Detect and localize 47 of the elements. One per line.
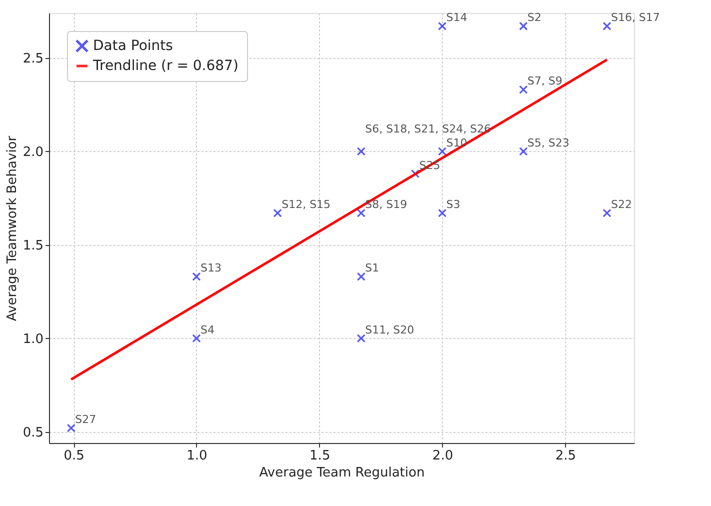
annotation: S4 [200, 323, 214, 336]
point [519, 22, 528, 30]
y-axis-title: Average Teamwork Behavior [4, 135, 20, 322]
legend-label: Data Points [93, 38, 173, 54]
point [192, 272, 201, 281]
point [192, 334, 201, 343]
x-tick-label: 0.5 [64, 448, 84, 464]
point [519, 147, 528, 156]
point [356, 208, 366, 218]
annotation: S3 [446, 198, 460, 212]
annotation: S27 [75, 413, 96, 426]
point [602, 208, 612, 218]
point [273, 208, 282, 218]
x-axis-title: Average Team Regulation [259, 466, 425, 480]
y-tick-label: 1.0 [22, 332, 44, 347]
point [519, 85, 528, 94]
y-tick-label: 2.0 [22, 144, 44, 160]
annotation: S12, S15 [282, 198, 331, 212]
point [438, 22, 447, 30]
x-tick-label: 1.0 [186, 448, 208, 464]
point [410, 169, 420, 178]
annotation: S13 [200, 262, 222, 275]
annotation: S22 [610, 198, 632, 212]
y-tick-label: 1.5 [22, 238, 44, 254]
annotation: S16, S17 [610, 11, 660, 24]
x-tick-label: 1.5 [310, 448, 330, 464]
x-tick-label: 2.5 [555, 448, 576, 464]
point [66, 424, 76, 432]
annotation: S1 [365, 262, 380, 275]
point [356, 334, 366, 343]
y-tick-label: 0.5 [22, 425, 44, 440]
point [438, 208, 447, 218]
annotation: S10 [446, 136, 468, 150]
point [438, 147, 447, 156]
y-tick-label: 2.5 [22, 51, 44, 66]
annotation: S11, S20 [365, 323, 414, 336]
annotation: S8, S19 [365, 198, 408, 212]
annotation: S14 [446, 11, 468, 24]
x-tick-label: 2.0 [432, 448, 454, 464]
point [356, 147, 366, 156]
point [602, 22, 612, 30]
annotation: S6, S18, S21, S24, S26 [365, 122, 492, 136]
annotation: S2 [527, 11, 542, 24]
legend-label: Trendline (r = 0.687) [92, 58, 238, 74]
annotation: S7, S9 [527, 74, 562, 88]
point [356, 272, 366, 281]
annotation: S5, S23 [527, 136, 570, 150]
